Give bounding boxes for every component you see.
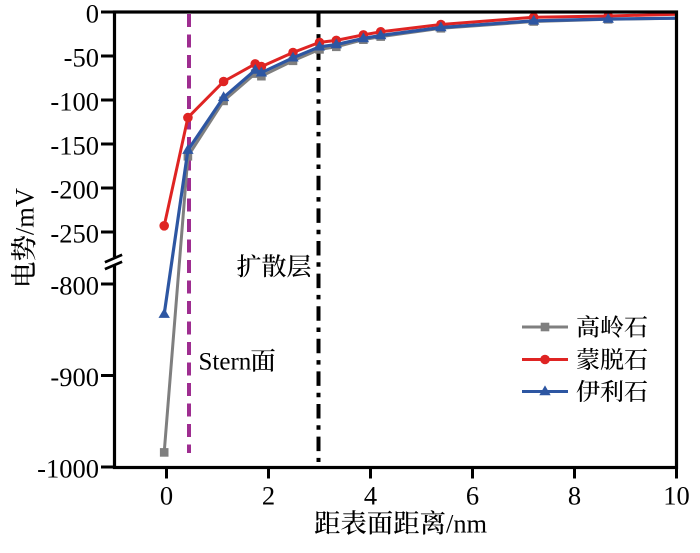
svg-text:-50: -50: [64, 42, 99, 72]
svg-text:/nm: /nm: [446, 509, 488, 539]
svg-text:Stern: Stern: [199, 348, 252, 375]
svg-text:0: 0: [86, 0, 99, 28]
svg-text:0: 0: [160, 481, 173, 511]
svg-text:-1000: -1000: [37, 453, 99, 483]
svg-text:4: 4: [364, 481, 377, 511]
svg-text:6: 6: [466, 481, 479, 511]
svg-text:/mV: /mV: [9, 188, 39, 235]
svg-text:-250: -250: [50, 218, 99, 248]
svg-text:-100: -100: [50, 86, 99, 116]
svg-text:-800: -800: [50, 270, 99, 300]
svg-text:-200: -200: [50, 174, 99, 204]
svg-text:10: 10: [663, 481, 690, 511]
svg-text:2: 2: [262, 481, 275, 511]
svg-text:8: 8: [568, 481, 581, 511]
svg-text:-900: -900: [50, 362, 99, 392]
svg-text:-150: -150: [50, 130, 99, 160]
